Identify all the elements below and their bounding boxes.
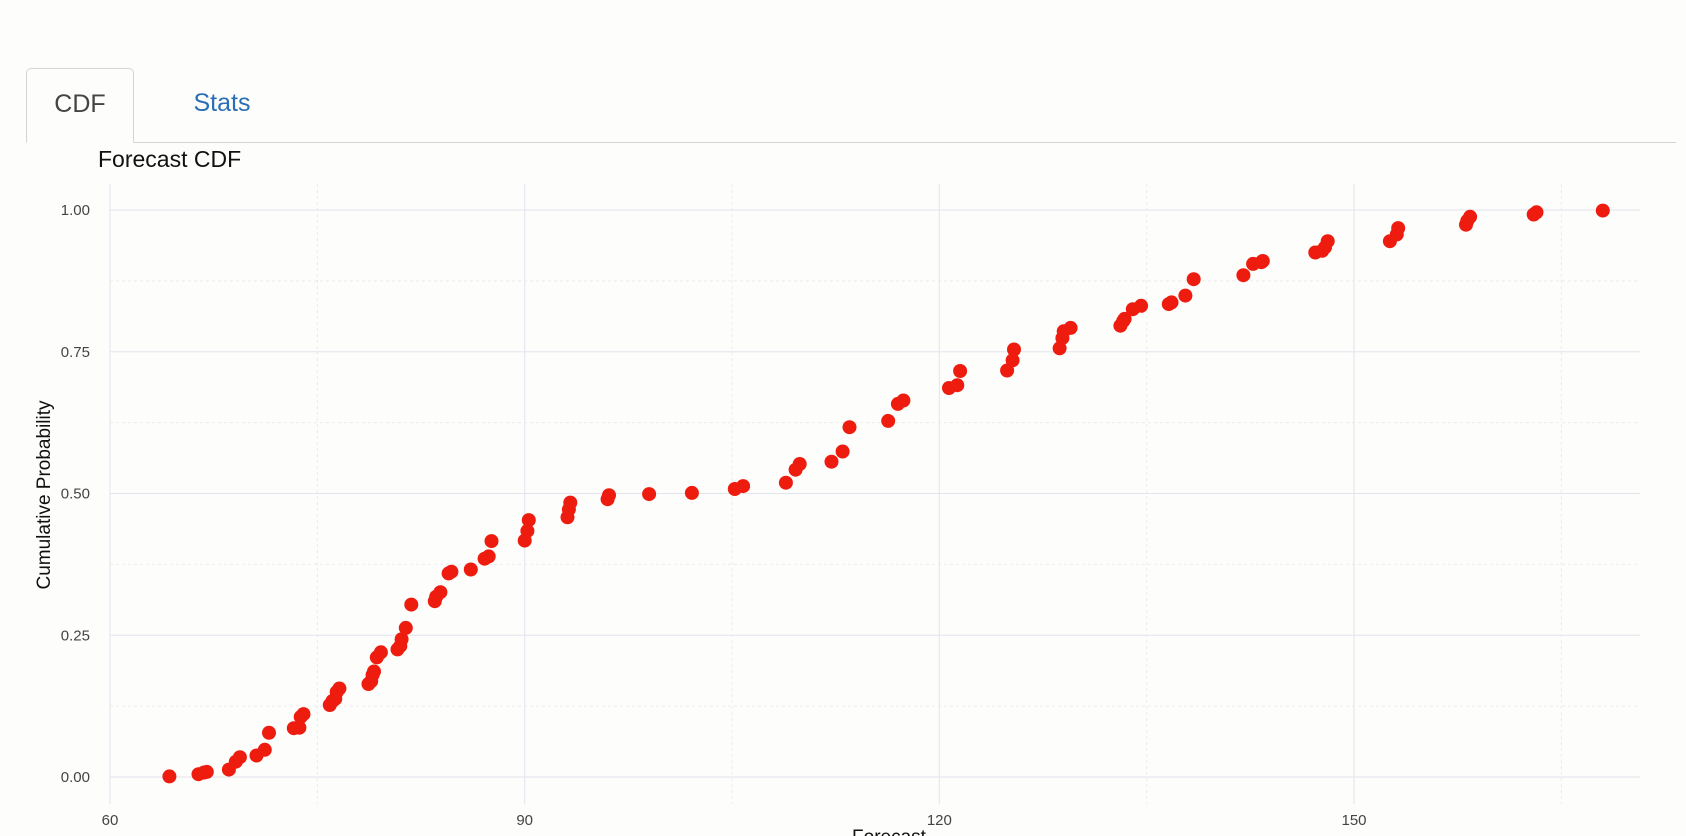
data-point [1236, 268, 1251, 283]
data-point [481, 549, 496, 564]
y-tick-label: 0.75 [61, 344, 90, 361]
data-point [162, 769, 177, 784]
data-point [953, 364, 968, 378]
data-point [684, 485, 699, 500]
data-point [1320, 234, 1335, 249]
data-point [394, 632, 409, 647]
tab-cdf[interactable]: CDF [26, 68, 134, 143]
tab-stats[interactable]: Stats [193, 89, 251, 117]
data-point [444, 564, 459, 579]
x-axis-ticks: 60 90 120 150 [102, 812, 1367, 829]
data-point [404, 597, 419, 612]
y-tick-label: 0.25 [61, 627, 90, 644]
data-point [484, 534, 499, 549]
data-point [1595, 203, 1610, 218]
grid [109, 184, 1640, 804]
data-point [433, 585, 448, 600]
data-point [1391, 221, 1406, 236]
y-tick-label: 1.00 [61, 202, 90, 219]
data-point [602, 488, 616, 503]
data-point [950, 378, 965, 393]
data-point [292, 720, 307, 735]
data-point [642, 487, 657, 502]
data-point [1186, 272, 1201, 287]
chart-title: Forecast CDF [98, 146, 242, 172]
y-axis-ticks: 0.00 0.25 0.50 0.75 1.00 [61, 202, 90, 786]
data-point [1178, 288, 1193, 303]
x-tick-label: 90 [516, 812, 533, 829]
y-tick-label: 0.50 [61, 486, 90, 503]
data-point [842, 420, 857, 435]
data-point [398, 620, 413, 635]
data-point [232, 750, 247, 765]
data-point [332, 681, 347, 696]
data-point [563, 495, 578, 510]
data-point [824, 454, 839, 469]
data-point [1164, 295, 1179, 310]
x-axis-label: Forecast [852, 827, 927, 836]
data-point [296, 707, 311, 722]
data-point [463, 562, 478, 577]
data-point [835, 444, 850, 459]
data-point [262, 725, 276, 740]
data-point [1117, 311, 1132, 326]
data-point [257, 742, 272, 757]
data-point [1134, 298, 1149, 313]
data-point [1255, 254, 1270, 268]
data-point [521, 513, 536, 528]
y-tick-label: 0.00 [61, 769, 90, 786]
data-point [896, 393, 911, 408]
data-point [1005, 353, 1020, 368]
data-point [792, 457, 807, 471]
data-point [199, 764, 214, 779]
data-point [1007, 342, 1021, 357]
tab-bar: CDF Stats [26, 68, 1676, 143]
x-tick-label: 150 [1341, 812, 1366, 829]
y-axis-label: Cumulative Probability [34, 400, 55, 590]
data-point [1463, 209, 1478, 224]
data-point [1529, 205, 1544, 220]
data-point [736, 479, 751, 494]
data-point [881, 413, 896, 428]
data-point [778, 475, 793, 490]
x-tick-label: 120 [927, 812, 952, 829]
data-point [520, 523, 535, 538]
data-point [367, 664, 381, 679]
data-point [373, 645, 388, 660]
data-point [1063, 320, 1078, 335]
x-tick-label: 60 [102, 812, 119, 829]
data-points [162, 203, 1610, 784]
